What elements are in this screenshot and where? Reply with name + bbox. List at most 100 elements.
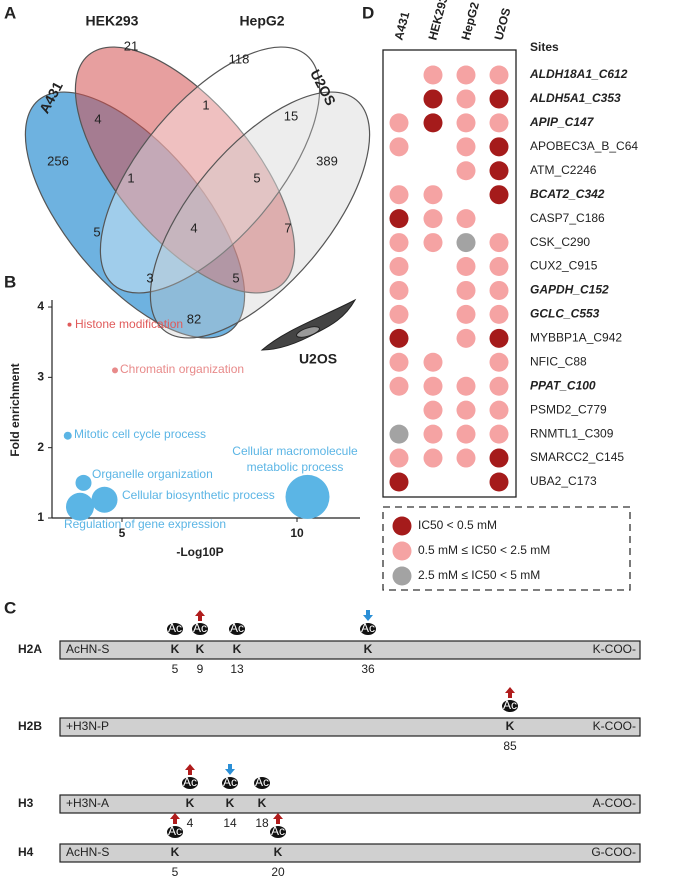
residue-number: 5	[172, 865, 179, 879]
venn-count: 1	[127, 170, 134, 185]
ac-label: Ac	[230, 621, 244, 635]
site-label: RNMTL1_C309	[530, 426, 614, 440]
legend-swatch	[392, 566, 412, 586]
dot	[389, 376, 409, 396]
dot	[489, 89, 509, 109]
dot	[423, 448, 443, 468]
venn-set	[149, 91, 371, 339]
residue-number: 85	[503, 739, 517, 753]
sites-header: Sites	[530, 40, 559, 54]
dot	[456, 161, 476, 181]
cell-icon	[260, 298, 357, 351]
y-tick-label: 3	[37, 370, 44, 384]
dot	[489, 185, 509, 205]
site-label: GCLC_C553	[530, 307, 600, 321]
bubble	[67, 322, 72, 327]
dot	[389, 448, 409, 468]
residue-number: 14	[223, 816, 237, 830]
dot	[423, 424, 443, 444]
dot	[489, 304, 509, 324]
site-label: APIP_C147	[529, 115, 595, 129]
column-label: HepG2	[458, 0, 482, 41]
change-arrow	[363, 610, 373, 621]
histone-name: H4	[18, 845, 34, 859]
site-label: CUX2_C915	[530, 259, 598, 273]
dot	[489, 65, 509, 85]
panel-label: D	[362, 3, 374, 22]
set-label: HEK293	[86, 13, 139, 29]
panel-label: A	[4, 3, 16, 22]
bubble-label: Cellular macromolecule	[232, 444, 358, 458]
residue-number: 13	[230, 662, 244, 676]
ac-badge	[192, 623, 208, 635]
dot	[489, 161, 509, 181]
dot	[456, 280, 476, 300]
histone-end: G-COO-	[591, 845, 636, 859]
ac-badge	[167, 623, 183, 635]
ac-badge	[502, 700, 518, 712]
site-label: ALDH18A1_C612	[529, 67, 628, 81]
dot	[489, 257, 509, 277]
residue: K	[506, 719, 515, 733]
venn-count: 5	[93, 224, 100, 239]
histone-end: A-COO-	[593, 796, 636, 810]
dot	[423, 65, 443, 85]
dot	[423, 233, 443, 253]
x-tick-label: 10	[290, 526, 304, 540]
venn-count: 4	[94, 111, 101, 126]
residue: K	[364, 642, 373, 656]
residue: K	[274, 845, 283, 859]
dot	[389, 280, 409, 300]
dot	[456, 376, 476, 396]
site-label: BCAT2_C342	[530, 187, 605, 201]
histone-bar	[59, 640, 641, 660]
bubble	[66, 492, 94, 521]
y-tick-label: 2	[37, 440, 44, 454]
dot	[389, 352, 409, 372]
ac-badge	[182, 777, 198, 789]
legend-label: 2.5 mM ≤ IC50 < 5 mM	[418, 568, 540, 582]
bubble-label: Regulation of gene expression	[64, 517, 226, 531]
x-axis-label: -Log10P	[176, 545, 223, 559]
residue: K	[171, 642, 180, 656]
dot	[489, 424, 509, 444]
site-label: PSMD2_C779	[530, 402, 607, 416]
dot	[423, 376, 443, 396]
dot	[456, 137, 476, 157]
histone-start: AcHN-S	[66, 642, 109, 656]
dot	[456, 424, 476, 444]
legend-box	[382, 506, 631, 591]
dot	[489, 472, 509, 492]
x-tick-label: 5	[119, 526, 126, 540]
histone-end: K-COO-	[593, 719, 636, 733]
dot	[456, 65, 476, 85]
dot	[456, 113, 476, 133]
dot	[389, 185, 409, 205]
dot	[489, 448, 509, 468]
dot	[389, 257, 409, 277]
change-arrow	[195, 610, 205, 621]
change-arrow	[225, 764, 235, 775]
dot	[389, 233, 409, 253]
change-arrow	[273, 813, 283, 824]
dot	[456, 400, 476, 420]
dot	[389, 472, 409, 492]
bubble-label: Histone modification	[75, 317, 183, 331]
dot	[489, 280, 509, 300]
site-label: GAPDH_C152	[530, 283, 609, 297]
ac-label: Ac	[223, 775, 237, 789]
histone-bar	[59, 843, 641, 863]
ac-badge	[360, 623, 376, 635]
dot	[423, 209, 443, 229]
dot	[489, 376, 509, 396]
histone-name: H2B	[18, 719, 42, 733]
dot	[423, 89, 443, 109]
ac-label: Ac	[193, 621, 207, 635]
ac-label: Ac	[183, 775, 197, 789]
nucleus	[296, 326, 320, 338]
residue-number: 4	[187, 816, 194, 830]
bubble-label: Organelle organization	[92, 467, 213, 481]
change-arrow	[505, 687, 515, 698]
residue-number: 36	[361, 662, 375, 676]
